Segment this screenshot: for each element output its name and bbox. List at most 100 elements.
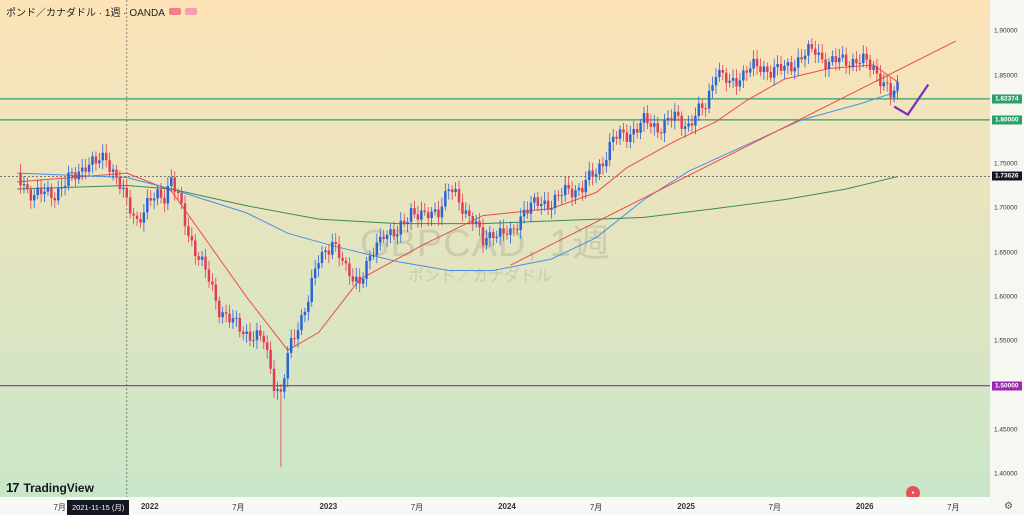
candle-body	[509, 228, 512, 235]
candle-body	[745, 70, 749, 73]
candle-body	[574, 190, 577, 198]
candle-body	[33, 195, 36, 201]
candle-body	[228, 313, 231, 323]
candle-body	[337, 244, 341, 258]
candle-body	[194, 240, 197, 257]
news-icon[interactable]: ●	[906, 486, 920, 500]
indicator-badge-1[interactable]	[168, 8, 181, 15]
candle-body	[783, 65, 786, 71]
candle-body	[159, 189, 163, 198]
candle-body	[358, 276, 361, 284]
candle-body	[142, 212, 146, 223]
candle-body	[67, 172, 70, 187]
price-badge: 1.50000	[992, 381, 1022, 391]
time-axis-label: 2025	[677, 502, 695, 511]
candle-body	[584, 179, 588, 193]
candle-body	[149, 198, 152, 201]
candle-body	[43, 191, 46, 195]
settings-gear-icon[interactable]: ⚙	[1004, 501, 1013, 512]
time-axis-label: 7月	[232, 503, 245, 512]
candle-body	[885, 82, 889, 84]
candle-body	[553, 194, 557, 208]
candle-body	[310, 278, 313, 302]
candle-body	[204, 256, 207, 270]
candle-body	[540, 204, 543, 206]
candle-body	[779, 63, 783, 71]
candle-body	[598, 163, 601, 175]
candle-body	[505, 233, 509, 235]
time-axis-label: 2023	[319, 502, 338, 511]
candle-body	[248, 331, 252, 341]
candle-body	[711, 85, 714, 91]
candle-body	[409, 208, 413, 223]
time-axis-label: 2024	[498, 502, 516, 511]
indicator-badge-2[interactable]	[184, 8, 197, 15]
candle-body	[666, 118, 670, 120]
candle-body	[478, 221, 481, 228]
candle-body	[98, 160, 101, 164]
candle-body	[317, 263, 320, 269]
candle-body	[279, 389, 283, 392]
candle-body	[625, 132, 629, 142]
candle-body	[896, 81, 899, 91]
candle-body	[327, 250, 331, 255]
candle-body	[536, 197, 540, 206]
chart-background	[0, 0, 990, 497]
candle-body	[793, 67, 796, 72]
candle-body	[543, 200, 546, 205]
candle-body	[687, 123, 690, 127]
candle-body	[406, 222, 409, 224]
time-axis[interactable]: 7月 2022 7月 2023 7月 2024 7月 2025 7月 2026 7月	[0, 497, 990, 515]
crosshair-date-label: 2021-11-15 (月)	[67, 500, 130, 515]
candle-body	[447, 189, 450, 192]
candle-body	[379, 236, 382, 243]
candle-body	[426, 212, 430, 219]
candle-body	[622, 129, 625, 133]
candle-body	[673, 111, 677, 121]
candle-body	[166, 186, 170, 204]
price-chart[interactable]	[0, 0, 990, 497]
candle-body	[180, 193, 183, 204]
candle-body	[594, 174, 598, 177]
candle-body	[241, 331, 245, 335]
candle-body	[690, 123, 694, 126]
candle-body	[265, 342, 269, 350]
candle-body	[742, 70, 745, 81]
candle-body	[320, 252, 324, 264]
candle-body	[642, 113, 646, 123]
candle-body	[197, 256, 200, 260]
candle-body	[392, 229, 396, 237]
candle-body	[563, 184, 567, 196]
candle-body	[399, 220, 403, 235]
candle-body	[464, 210, 468, 214]
candle-body	[303, 311, 307, 316]
candle-body	[283, 378, 286, 392]
candle-body	[344, 260, 348, 264]
candle-body	[632, 129, 635, 135]
price-axis-tick: 1.75000	[994, 160, 1018, 168]
price-axis[interactable]: 1.40000 1.45000 1.50000 1.55000 1.60000 1.650…	[990, 0, 1024, 515]
candle-body	[718, 69, 721, 78]
candle-body	[36, 187, 39, 196]
candle-body	[440, 206, 444, 218]
candle-body	[838, 57, 841, 63]
price-axis-tick: 1.40000	[994, 470, 1018, 478]
price-axis-tick: 1.55000	[994, 337, 1018, 345]
tradingview-logo[interactable]: 17 TradingView	[6, 480, 94, 495]
candle-body	[108, 160, 111, 172]
candle-body	[286, 352, 289, 379]
candle-body	[659, 132, 663, 134]
candle-body	[293, 338, 296, 340]
candle-body	[450, 189, 454, 193]
time-axis-label: 7月	[589, 503, 603, 512]
candle-body	[862, 53, 865, 64]
candle-body	[776, 63, 779, 68]
candle-body	[300, 315, 303, 331]
time-axis-label: 7月	[53, 503, 66, 512]
candle-body	[618, 129, 622, 139]
price-badge: 1.80000	[992, 115, 1022, 125]
candle-body	[176, 191, 180, 194]
candle-body	[567, 184, 570, 189]
candle-body	[738, 80, 742, 87]
